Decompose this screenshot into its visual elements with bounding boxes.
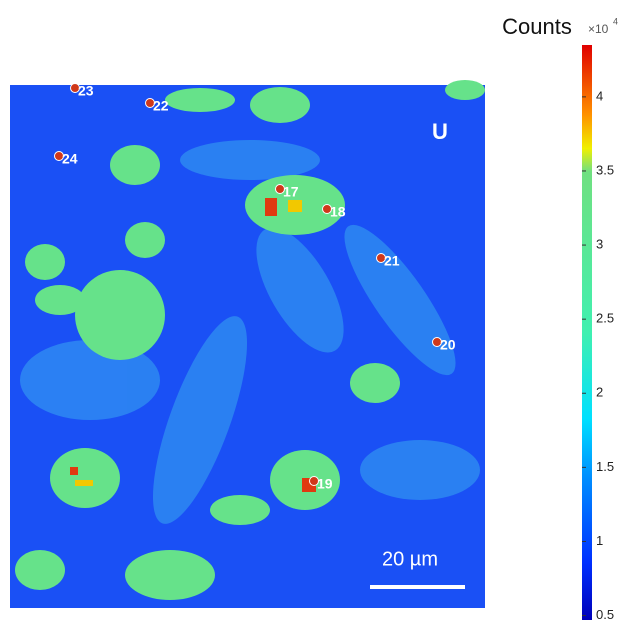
colorbar-multiplier: ×10	[588, 22, 609, 36]
tick-label: 4	[596, 88, 603, 103]
point-label: 19	[317, 476, 333, 492]
tick-label: 0.5	[596, 607, 614, 622]
point-label: 20	[440, 337, 456, 353]
tick-label: 3.5	[596, 162, 614, 177]
colorbar-exponent: 4	[613, 16, 618, 26]
tick-label: 2.5	[596, 311, 614, 326]
tick-label: 2	[596, 385, 603, 400]
colorbar	[582, 45, 592, 620]
point-label: 22	[153, 98, 169, 114]
tick-label: 1	[596, 533, 603, 548]
point-label: 18	[330, 204, 346, 220]
point-label: 23	[78, 83, 94, 99]
tick-label: 3	[596, 237, 603, 252]
scale-bar-label: 20 µm	[382, 548, 438, 570]
point-label: 24	[62, 151, 78, 167]
point-label: 17	[283, 184, 299, 200]
point-label: 21	[384, 253, 400, 269]
tick-label: 1.5	[596, 459, 614, 474]
map	[10, 80, 485, 608]
colorbar-title: Counts	[502, 14, 572, 39]
page: {"colorbar": {"title": "Counts", "multip…	[0, 0, 633, 624]
figure: 1718192021222324 U 20 µm Counts ×10 4 0.…	[0, 0, 633, 624]
panel-label: U	[432, 119, 448, 144]
